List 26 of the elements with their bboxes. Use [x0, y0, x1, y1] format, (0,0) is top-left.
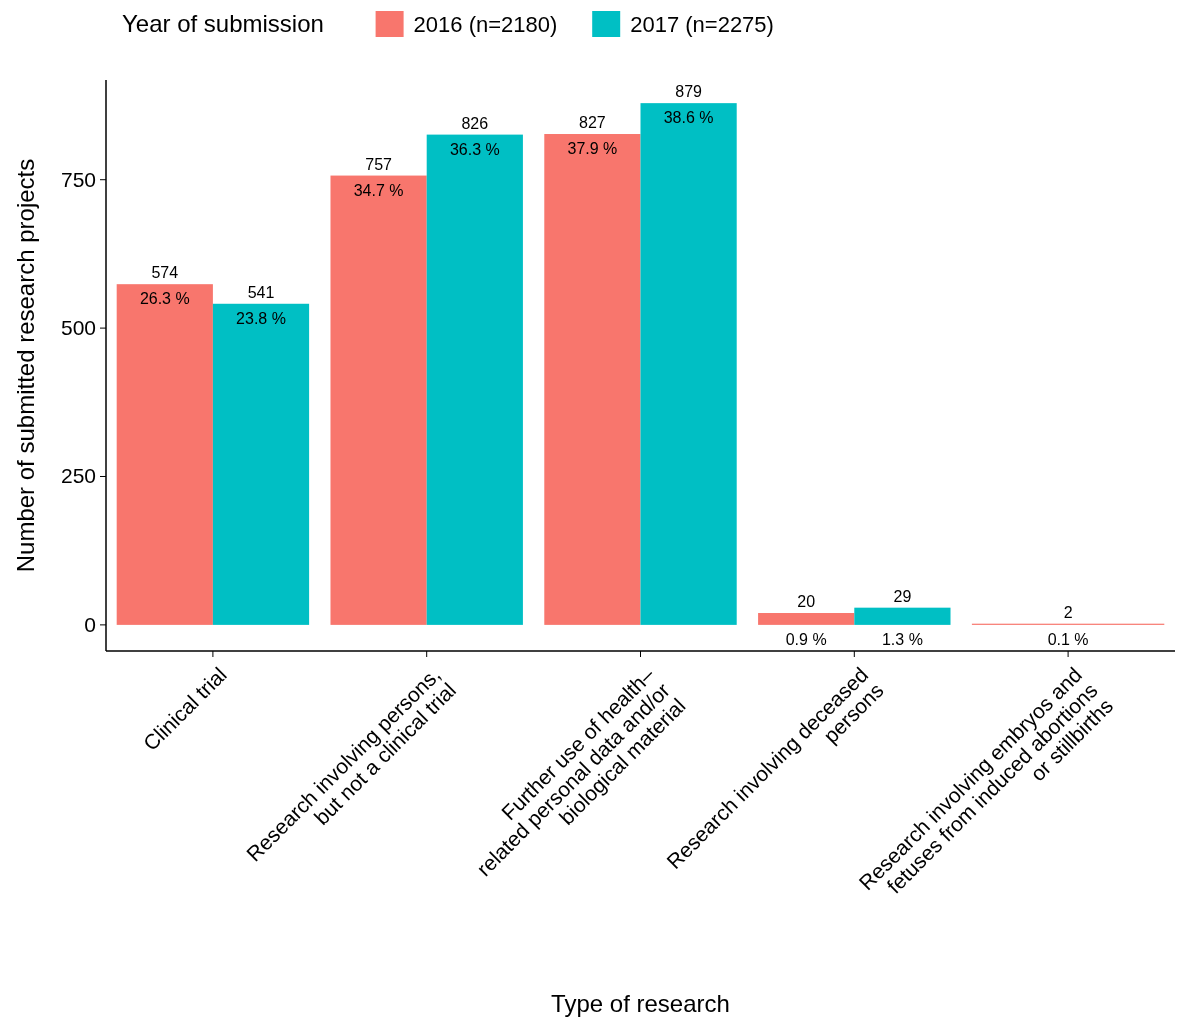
legend-title: Year of submission	[122, 10, 324, 37]
x-axis-title: Type of research	[551, 990, 730, 1017]
data-label: 574 26.3 %	[139, 264, 190, 308]
bar	[330, 175, 427, 625]
bar	[426, 134, 523, 625]
bar	[758, 613, 855, 625]
bar	[544, 134, 641, 625]
bar	[640, 103, 737, 625]
data-label: 879 38.6 %	[663, 83, 714, 127]
data-label: 2 0.1 %	[1047, 603, 1089, 648]
bar	[854, 607, 951, 625]
y-axis-title: Number of submitted research projects	[12, 158, 39, 573]
y-tick-label: 250	[60, 464, 96, 488]
data-label: 541 23.8 %	[236, 283, 286, 327]
data-label: 757 34.7 %	[353, 155, 404, 199]
text: 29 1.3 %	[881, 587, 923, 648]
y-tick-label: 0	[84, 612, 96, 636]
bar	[116, 284, 213, 625]
legend-label: 2017 (n=2275)	[630, 12, 774, 37]
text: 20 0.9 %	[785, 593, 827, 648]
legend-label: 2016 (n=2180)	[413, 12, 558, 37]
y-tick-label: 500	[60, 316, 96, 340]
data-label: 827 37.9 %	[567, 114, 618, 158]
y-tick-label: 750	[60, 167, 96, 191]
data-label: 826 36.3 %	[449, 114, 500, 158]
bar	[212, 303, 310, 625]
